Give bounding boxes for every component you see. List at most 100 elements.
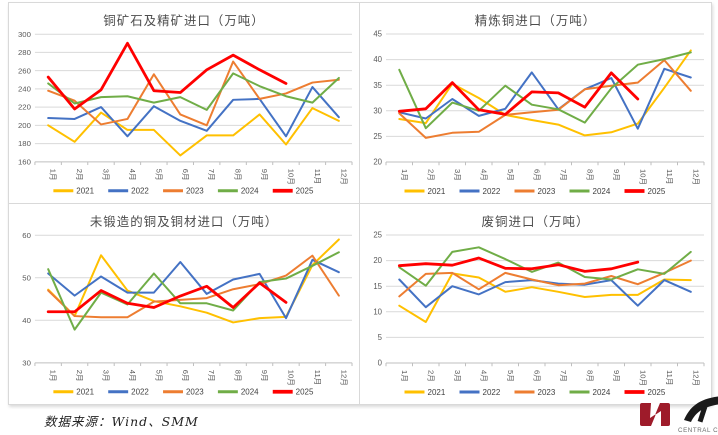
svg-text:8月: 8月 xyxy=(234,370,243,382)
series-line-2023 xyxy=(398,259,692,298)
svg-text:6月: 6月 xyxy=(532,370,541,382)
legend-item-2024: 2024 xyxy=(569,187,611,196)
svg-text:2023: 2023 xyxy=(186,187,204,196)
svg-text:9月: 9月 xyxy=(612,370,621,382)
gridlines xyxy=(386,234,704,364)
svg-text:12月: 12月 xyxy=(339,370,348,386)
x-axis-labels: 1月 2月 3月 4月 5月 6月 7月 8月 9月 10月 11月 12月 xyxy=(400,370,701,386)
chart-cell-refined-copper-imports: 精炼铜进口（万吨） 20 25 30 35 40 45 1月 2月 3月 4月 5月 6月 7月 8月 9月 1… xyxy=(360,3,711,204)
svg-text:35: 35 xyxy=(373,81,382,90)
svg-text:3月: 3月 xyxy=(101,370,110,382)
chart-title: 废铜进口（万吨） xyxy=(481,214,589,229)
svg-text:7月: 7月 xyxy=(207,169,216,181)
legend-item-2025: 2025 xyxy=(624,388,666,397)
svg-text:8月: 8月 xyxy=(234,169,243,181)
svg-text:2024: 2024 xyxy=(593,187,611,196)
series-line-2021 xyxy=(47,107,340,157)
svg-text:4月: 4月 xyxy=(128,370,137,382)
x-axis-ticks xyxy=(34,161,353,166)
svg-text:2021: 2021 xyxy=(76,187,94,196)
svg-text:2月: 2月 xyxy=(426,370,435,382)
series-line-2025 xyxy=(46,41,288,111)
svg-text:12月: 12月 xyxy=(691,370,700,386)
svg-text:180: 180 xyxy=(18,139,32,148)
series-line-2023 xyxy=(47,254,340,319)
svg-text:1月: 1月 xyxy=(400,370,409,382)
svg-text:40: 40 xyxy=(22,316,31,325)
legend: 2021 2022 2023 2024 2025 xyxy=(404,388,666,397)
legend-item-2024: 2024 xyxy=(569,388,611,397)
svg-text:2022: 2022 xyxy=(483,187,501,196)
svg-text:2021: 2021 xyxy=(76,388,94,397)
svg-text:2023: 2023 xyxy=(186,388,204,397)
svg-text:5: 5 xyxy=(378,333,383,342)
legend-item-2024: 2024 xyxy=(217,187,259,196)
logo-caption: CENTRAL C xyxy=(678,427,718,434)
svg-text:20: 20 xyxy=(373,158,382,167)
legend-item-2023: 2023 xyxy=(514,388,556,397)
svg-text:10月: 10月 xyxy=(638,370,647,386)
svg-text:2023: 2023 xyxy=(538,187,556,196)
legend: 2021 2022 2023 2024 2025 xyxy=(53,187,314,196)
svg-text:4月: 4月 xyxy=(479,370,488,382)
svg-text:240: 240 xyxy=(18,84,32,93)
legend: 2021 2022 2023 2024 2025 xyxy=(404,187,666,196)
svg-text:200: 200 xyxy=(18,121,32,130)
svg-text:0: 0 xyxy=(378,359,383,368)
svg-text:7月: 7月 xyxy=(559,169,568,181)
svg-text:280: 280 xyxy=(18,48,32,57)
svg-text:2021: 2021 xyxy=(428,388,446,397)
svg-text:2024: 2024 xyxy=(241,388,259,397)
svg-text:11月: 11月 xyxy=(313,370,322,385)
y-axis-labels: 20 25 30 35 40 45 xyxy=(373,30,382,167)
svg-text:8月: 8月 xyxy=(585,169,594,181)
central-china-futures-logo: CENTRAL C xyxy=(638,396,718,435)
svg-text:10月: 10月 xyxy=(286,370,295,386)
chart-cell-scrap-copper-imports: 废铜进口（万吨） 0 5 10 15 20 25 1月 2月 3月 4月 5月 6月 7月 8月 9月 10月 1… xyxy=(360,204,711,404)
series-line-2025 xyxy=(46,281,288,314)
x-axis-labels: 1月 2月 3月 4月 5月 6月 7月 8月 9月 10月 11月 12月 xyxy=(400,169,701,185)
legend-item-2023: 2023 xyxy=(163,187,204,196)
x-axis-labels: 1月 2月 3月 4月 5月 6月 7月 8月 9月 10月 11月 12月 xyxy=(49,370,349,386)
svg-text:2022: 2022 xyxy=(131,388,149,397)
series-line-2021 xyxy=(398,272,692,323)
svg-text:4月: 4月 xyxy=(128,169,137,181)
svg-text:5月: 5月 xyxy=(154,370,163,382)
svg-text:12月: 12月 xyxy=(691,169,700,185)
chart-svg: 未锻造的铜及铜材进口（万吨） 30 40 50 60 1月 2月 3月 4月 5月 6月 7月 8月 9月… xyxy=(22,214,353,397)
legend-item-2025: 2025 xyxy=(272,388,314,397)
svg-text:9月: 9月 xyxy=(260,169,269,181)
svg-text:10月: 10月 xyxy=(286,169,295,185)
svg-text:2025: 2025 xyxy=(648,187,666,196)
series-line-2024 xyxy=(47,72,340,111)
svg-text:3月: 3月 xyxy=(453,370,462,382)
series-line-2022 xyxy=(398,67,692,130)
svg-text:12月: 12月 xyxy=(339,169,348,185)
x-axis-ticks xyxy=(385,162,705,166)
logo-mark xyxy=(640,396,718,426)
svg-text:60: 60 xyxy=(22,231,31,240)
series-line-2022 xyxy=(398,278,692,309)
y-axis-labels: 0 5 10 15 20 25 xyxy=(373,231,382,368)
svg-text:5月: 5月 xyxy=(154,169,163,181)
series-line-2022 xyxy=(47,86,340,138)
svg-text:3月: 3月 xyxy=(101,169,110,181)
svg-text:9月: 9月 xyxy=(612,169,621,181)
chart-title: 铜矿石及精矿进口（万吨） xyxy=(103,13,264,28)
svg-text:10月: 10月 xyxy=(638,169,647,185)
svg-text:300: 300 xyxy=(18,30,32,39)
legend-item-2025: 2025 xyxy=(624,187,666,196)
legend-item-2024: 2024 xyxy=(217,388,259,397)
svg-text:3月: 3月 xyxy=(453,169,462,181)
svg-text:15: 15 xyxy=(373,282,382,291)
chart-cell-copper-ore-imports: 铜矿石及精矿进口（万吨） 160 180 200 220 240 260 280 300 1月 2月… xyxy=(9,3,360,204)
svg-text:25: 25 xyxy=(373,231,382,240)
legend-item-2022: 2022 xyxy=(459,388,501,397)
svg-text:6月: 6月 xyxy=(532,169,541,181)
svg-text:5月: 5月 xyxy=(506,169,515,181)
legend-item-2025: 2025 xyxy=(272,187,314,196)
svg-text:2021: 2021 xyxy=(428,187,446,196)
series-line-2025 xyxy=(397,71,640,116)
series-line-2024 xyxy=(398,51,692,130)
svg-text:30: 30 xyxy=(373,106,382,115)
